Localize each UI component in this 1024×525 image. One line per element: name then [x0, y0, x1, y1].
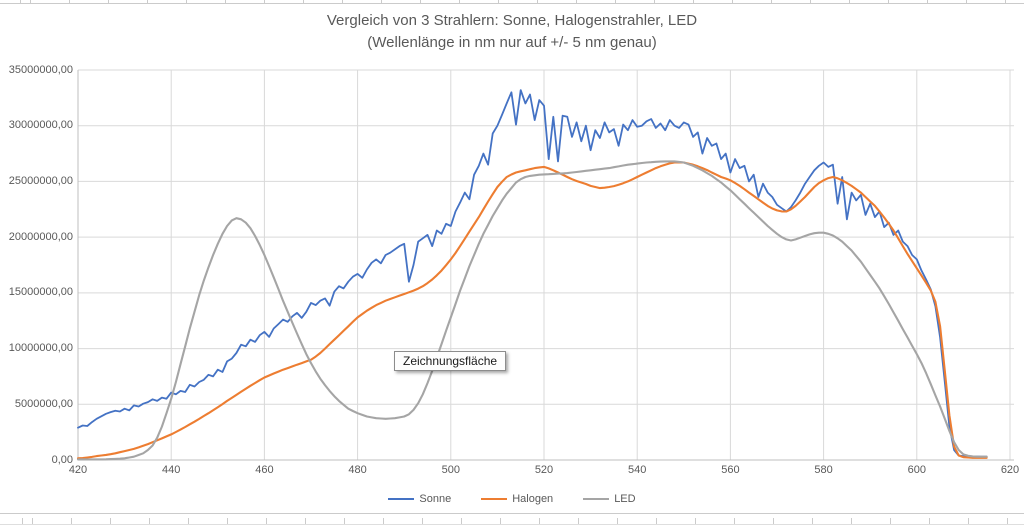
x-tick-label: 440 [162, 464, 181, 476]
y-tick-label: 35000000,00 [8, 63, 73, 76]
x-tick-label: 560 [721, 464, 740, 476]
y-tick-label: 30000000,00 [8, 119, 73, 132]
series-line-led[interactable] [76, 160, 988, 461]
legend-item-halogen[interactable]: Halogen [481, 493, 553, 505]
tooltip-text: Zeichnungsfläche [403, 354, 498, 368]
y-tick-label: 20000000,00 [8, 230, 73, 243]
legend-item-sonne[interactable]: Sonne [388, 493, 451, 505]
x-tick-label: 420 [68, 464, 88, 476]
y-tick-label: 5000000,00 [14, 397, 73, 410]
x-tick-label: 540 [628, 464, 647, 476]
x-tick-label: 620 [1000, 464, 1020, 476]
chart-legend[interactable]: Sonne Halogen LED [0, 491, 1024, 507]
spreadsheet-bottom-edge [0, 513, 1024, 525]
series-line-halogen[interactable] [76, 161, 988, 460]
spreadsheet-cell-ticks [0, 518, 1024, 525]
series-line-sonne[interactable] [77, 89, 988, 458]
x-tick-label: 600 [907, 464, 926, 476]
y-tick-label: 15000000,00 [8, 286, 73, 299]
legend-line-swatch-halogen [481, 498, 508, 500]
x-tick-label: 480 [348, 464, 367, 476]
legend-label-sonne: Sonne [419, 493, 452, 505]
x-tick-label: 500 [441, 464, 460, 476]
legend-item-led[interactable]: LED [583, 493, 636, 505]
x-tick-label: 460 [255, 464, 274, 476]
y-tick-label: 0,00 [51, 453, 73, 466]
legend-label-halogen: Halogen [512, 493, 554, 505]
legend-line-swatch-led [583, 498, 610, 500]
chart-title-line1: Vergleich von 3 Strahlern: Sonne, Haloge… [326, 12, 698, 29]
x-tick-label: 520 [534, 464, 554, 476]
spreadsheet-top-edge [0, 0, 1024, 4]
y-tick-label: 25000000,00 [8, 174, 73, 187]
legend-label-led: LED [614, 493, 636, 505]
chart-title-line2: (Wellenlänge in nm nur auf +/- 5 nm gena… [367, 34, 657, 51]
y-tick-label: 10000000,00 [8, 342, 73, 355]
x-tick-label: 580 [814, 464, 833, 476]
chart-title: Vergleich von 3 Strahlern: Sonne, Haloge… [0, 10, 1024, 54]
legend-line-swatch-sonne [388, 498, 415, 500]
plot-area-tooltip: Zeichnungsfläche [394, 351, 507, 371]
